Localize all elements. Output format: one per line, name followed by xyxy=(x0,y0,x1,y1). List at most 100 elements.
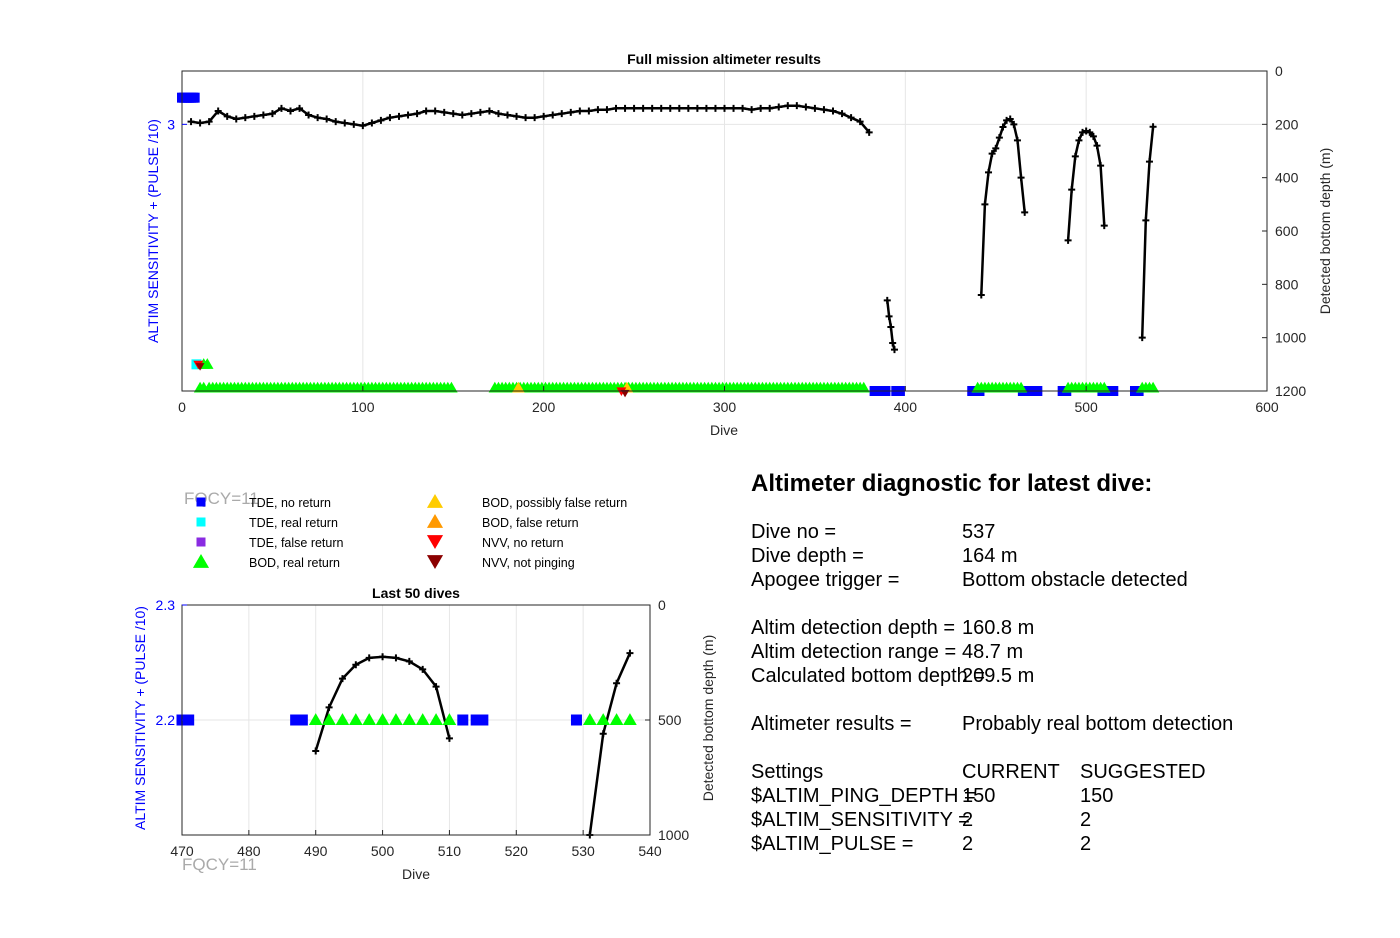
setting-suggested: 150 xyxy=(1080,785,1114,807)
bottom-depth-point xyxy=(1082,127,1090,135)
bottom-depth-point xyxy=(205,118,213,126)
bottom-depth-point xyxy=(599,730,607,738)
suggested-column-header: SUGGESTED xyxy=(1080,761,1206,783)
full-mission-bottom-depth-lines xyxy=(187,102,1157,354)
setting-name: $ALTIM_PULSE = xyxy=(751,833,914,855)
left-tick-label: 3 xyxy=(167,116,175,132)
left-tick-label: 2.3 xyxy=(156,597,176,613)
bod-real-return-marker xyxy=(583,713,597,725)
tde-no-return-marker xyxy=(570,714,582,726)
legend-marker xyxy=(196,517,206,527)
last-50-left-ticks: 2.2 2.3 xyxy=(156,597,187,728)
last-50-x-ticks: 470 480 490 500 510 520 530 540 xyxy=(170,830,662,859)
bottom-depth-point xyxy=(214,107,222,115)
altimeter-results-label: Altimeter results = xyxy=(751,713,912,735)
bottom-depth-point xyxy=(657,104,665,112)
bottom-depth-point xyxy=(594,106,602,114)
bottom-depth-point xyxy=(883,296,891,304)
bottom-depth-point xyxy=(829,107,837,115)
full-mission-x-ticks: 0 100 200 300 400 500 600 xyxy=(178,386,1279,415)
bod-real-return-marker xyxy=(349,713,363,725)
setting-current: 150 xyxy=(962,785,996,807)
legend-label: TDE, false return xyxy=(249,536,344,550)
legend-marker xyxy=(196,537,206,547)
x-tick-label: 500 xyxy=(1074,399,1098,415)
bottom-depth-point xyxy=(838,110,846,118)
full-mission-left-ticks: 3 xyxy=(167,116,187,132)
bottom-depth-point xyxy=(684,104,692,112)
diagnostic-row: Altim detection range = 48.7 m xyxy=(751,640,1391,664)
bod-real-return-marker xyxy=(389,713,403,725)
bottom-depth-point xyxy=(1079,128,1087,136)
x-tick-label: 470 xyxy=(170,843,194,859)
bottom-depth-point xyxy=(820,106,828,114)
bottom-depth-point xyxy=(621,104,629,112)
bod-real-return-marker xyxy=(429,713,443,725)
bottom-depth-point xyxy=(889,339,897,347)
bottom-depth-point xyxy=(522,114,530,122)
settings-row: $ALTIM_PULSE = 2 2 xyxy=(751,832,1391,856)
right-tick-label: 0 xyxy=(658,597,666,613)
bottom-depth-point xyxy=(885,312,893,320)
diagnostic-row: Altimeter results = Probably real bottom … xyxy=(751,712,1391,736)
bottom-depth-point xyxy=(675,104,683,112)
bottom-depth-point xyxy=(1075,136,1083,144)
bottom-depth-point xyxy=(626,649,634,657)
bottom-depth-point xyxy=(988,150,996,158)
bottom-depth-point xyxy=(567,108,575,116)
full-mission-markers xyxy=(177,92,1160,398)
bottom-depth-point xyxy=(341,119,349,127)
bottom-depth-point xyxy=(419,665,427,673)
dive-depth-label: Dive depth = xyxy=(751,545,864,567)
bottom-depth-point xyxy=(432,683,440,691)
x-tick-label: 500 xyxy=(371,843,395,859)
bottom-depth-point xyxy=(540,112,548,120)
last-50-left-label: ALTIM SENSITIVITY + (PULSE /10) xyxy=(132,606,148,830)
tde-no-return-marker xyxy=(296,714,308,726)
bod-real-return-marker xyxy=(596,713,611,725)
tde-no-return-marker xyxy=(457,714,469,726)
diagnostic-row: Dive depth = 164 m xyxy=(751,544,1391,568)
apogee-trigger-label: Apogee trigger = xyxy=(751,569,900,591)
bottom-depth-point xyxy=(985,168,993,176)
full-mission-right-label: Detected bottom depth (m) xyxy=(1317,148,1333,315)
bottom-depth-point xyxy=(1071,152,1079,160)
x-tick-label: 300 xyxy=(713,399,737,415)
bottom-depth-series-line xyxy=(588,652,632,836)
last-50-right-ticks: 0 500 1000 xyxy=(645,597,689,843)
legend-marker xyxy=(196,497,206,507)
bottom-depth-point xyxy=(1093,142,1101,150)
bottom-depth-point xyxy=(287,107,294,115)
bod-real-return-marker xyxy=(609,713,624,725)
dive-depth-value: 164 m xyxy=(962,545,1018,567)
bottom-depth-point xyxy=(485,107,493,115)
calculated-bottom-depth-label: Calculated bottom depth = xyxy=(751,665,986,687)
diagnostic-row: Apogee trigger = Bottom obstacle detected xyxy=(751,568,1391,592)
bottom-depth-point xyxy=(476,108,484,116)
tde-no-return-marker xyxy=(183,714,195,726)
bod-real-return-marker xyxy=(857,381,870,393)
x-tick-label: 490 xyxy=(304,843,328,859)
tde-no-return-marker xyxy=(189,92,200,103)
settings-header-row: Settings CURRENT SUGGESTED xyxy=(751,760,1391,784)
bod-real-return-marker xyxy=(1146,381,1160,393)
watermark-upper: FQCY=11 xyxy=(184,489,259,508)
bottom-depth-point xyxy=(613,679,621,687)
bottom-depth-point xyxy=(440,108,448,116)
bottom-depth-point xyxy=(648,104,656,112)
bottom-depth-point xyxy=(196,119,204,127)
bod-real-return-marker xyxy=(442,713,457,725)
bottom-depth-point xyxy=(1013,136,1021,144)
setting-current: 2 xyxy=(962,833,974,855)
right-tick-label: 800 xyxy=(1275,276,1299,292)
bottom-depth-point xyxy=(639,104,647,112)
settings-label: Settings xyxy=(751,761,824,783)
bottom-depth-point xyxy=(386,114,394,122)
bod-real-return-marker xyxy=(308,713,323,725)
bottom-depth-point xyxy=(405,657,413,665)
full-mission-left-label: ALTIM SENSITIVITY + (PULSE /10) xyxy=(145,119,161,343)
bottom-depth-point xyxy=(377,116,385,124)
bottom-depth-point xyxy=(1064,236,1072,244)
last-50-dives-chart: 470 480 490 500 510 520 530 540 2.2 2.3 0 500 1000… xyxy=(132,585,716,882)
bottom-depth-point xyxy=(981,200,989,208)
